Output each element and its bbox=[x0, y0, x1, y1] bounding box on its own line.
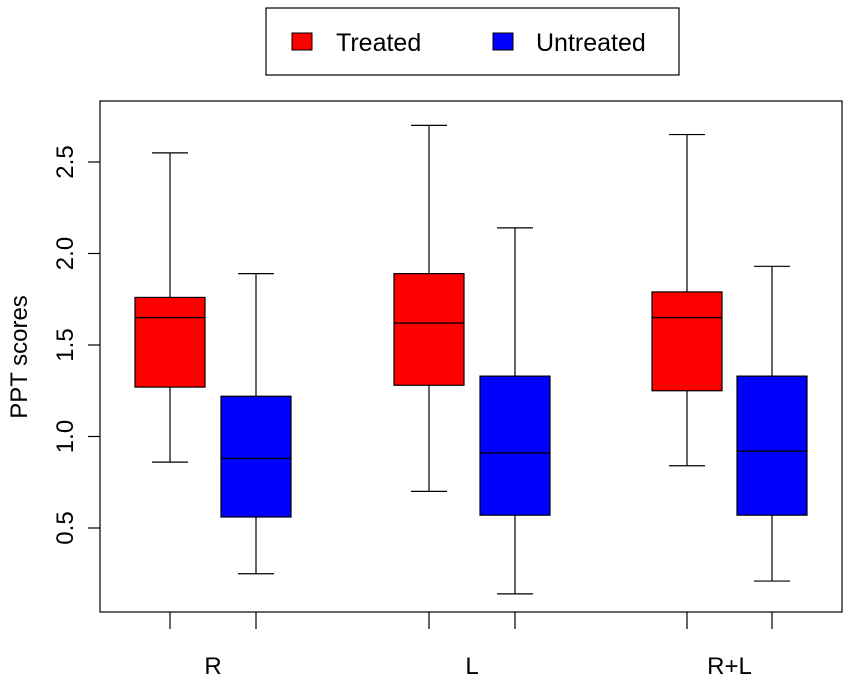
box-treated-l bbox=[393, 124, 465, 492]
x-category-label: R+L bbox=[707, 653, 752, 680]
y-tick: 1.0 bbox=[52, 420, 100, 453]
legend-frame bbox=[265, 7, 680, 76]
x-category-label: R bbox=[204, 653, 221, 680]
box-untreated-rplusl bbox=[736, 265, 808, 582]
legend-label-untreated: Untreated bbox=[536, 29, 646, 57]
x-category-label: L bbox=[465, 653, 478, 680]
legend-swatch-untreated bbox=[492, 32, 514, 51]
y-tick: 0.5 bbox=[52, 511, 100, 545]
box-group bbox=[134, 124, 808, 595]
y-tick-label: 0.5 bbox=[52, 511, 79, 544]
legend-label-treated: Treated bbox=[336, 29, 421, 57]
iqr-box bbox=[736, 375, 808, 516]
iqr-box bbox=[134, 296, 206, 388]
iqr-box bbox=[651, 291, 723, 392]
box-untreated-l bbox=[479, 227, 551, 595]
iqr-box bbox=[393, 273, 465, 386]
y-axis: 0.5 1.0 1.5 2.0 2.5 bbox=[52, 145, 100, 545]
box-treated-rplusl bbox=[651, 133, 723, 467]
box-untreated-r bbox=[220, 273, 292, 575]
y-tick-label: 2.5 bbox=[52, 145, 79, 178]
y-axis-label: PPT scores bbox=[6, 295, 33, 419]
y-tick: 2.0 bbox=[52, 237, 100, 270]
y-tick: 2.5 bbox=[52, 145, 100, 179]
y-tick: 1.5 bbox=[52, 328, 100, 362]
y-tick-label: 2.0 bbox=[52, 237, 79, 270]
iqr-box bbox=[479, 375, 551, 516]
y-tick-label: 1.0 bbox=[52, 420, 79, 453]
x-axis: R L R+L bbox=[169, 612, 773, 680]
plot-frame bbox=[99, 100, 843, 613]
iqr-box bbox=[220, 395, 292, 518]
y-tick-label: 1.5 bbox=[52, 328, 79, 361]
legend-swatch-treated bbox=[291, 32, 313, 51]
legend: Treated Untreated bbox=[265, 7, 680, 76]
box-treated-r bbox=[134, 152, 206, 463]
